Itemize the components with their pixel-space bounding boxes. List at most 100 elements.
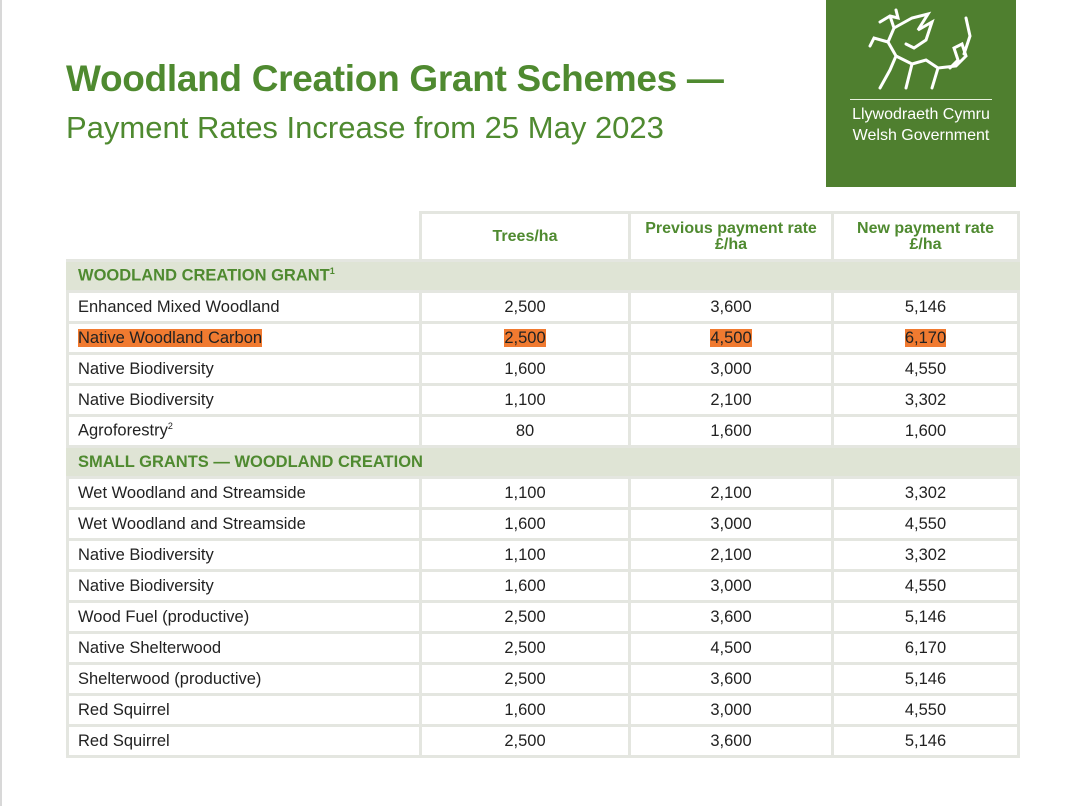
scheme-name: Native Biodiversity [78, 545, 214, 564]
prev-value: 2,100 [710, 545, 752, 564]
prev-value: 3,600 [710, 669, 752, 688]
page-subtitle: Payment Rates Increase from 25 May 2023 [66, 110, 664, 145]
scheme-name-cell: Wet Woodland and Streamside [66, 507, 422, 541]
scheme-name: Native Biodiversity [78, 390, 214, 409]
scheme-name-cell: Wood Fuel (productive) [66, 600, 422, 634]
prev-cell: 3,000 [628, 507, 834, 541]
section-header-row: SMALL GRANTS — WOODLAND CREATION [66, 445, 1020, 479]
trees-value: 1,600 [504, 359, 546, 378]
trees-value: 1,100 [504, 483, 546, 502]
trees-cell: 1,600 [419, 507, 631, 541]
prev-value: 2,100 [710, 483, 752, 502]
header-trees: Trees/ha [419, 211, 631, 262]
prev-value: 3,600 [710, 607, 752, 626]
new-cell: 5,146 [831, 724, 1020, 758]
scheme-name: Red Squirrel [78, 700, 170, 719]
scheme-name-cell: Agroforestry2 [66, 414, 422, 448]
new-value: 5,146 [904, 731, 947, 750]
table-row: Native Biodiversity 1,100 2,100 3,302 [66, 383, 1020, 417]
prev-cell: 3,000 [628, 352, 834, 386]
new-cell: 5,146 [831, 600, 1020, 634]
footnote-marker: 2 [167, 421, 173, 432]
header-blank [67, 212, 422, 262]
scheme-name: Native Shelterwood [78, 638, 222, 657]
new-cell: 4,550 [831, 352, 1020, 386]
prev-value: 2,100 [710, 390, 752, 409]
trees-value: 1,100 [504, 390, 546, 409]
prev-value: 3,000 [710, 359, 752, 378]
scheme-name-cell: Red Squirrel [66, 724, 422, 758]
trees-cell: 2,500 [419, 724, 631, 758]
trees-value: 1,600 [504, 514, 546, 533]
new-value: 5,146 [904, 669, 947, 688]
trees-value: 2,500 [504, 731, 546, 750]
trees-value: 80 [515, 421, 535, 440]
new-value: 5,146 [904, 297, 947, 316]
trees-value: 2,500 [504, 669, 546, 688]
trees-cell: 80 [419, 414, 631, 448]
new-cell: 6,170 [831, 631, 1020, 665]
table-row: Wood Fuel (productive) 2,500 3,600 5,146 [66, 600, 1020, 634]
new-cell: 5,146 [831, 662, 1020, 696]
trees-cell: 2,500 [419, 600, 631, 634]
new-value: 3,302 [904, 390, 947, 409]
footnote-marker: 1 [329, 266, 335, 277]
scheme-name: Wood Fuel (productive) [78, 607, 250, 626]
prev-cell: 3,600 [628, 724, 834, 758]
trees-value: 2,500 [504, 328, 546, 347]
prev-cell: 3,000 [628, 693, 834, 727]
scheme-name-cell: Shelterwood (productive) [66, 662, 422, 696]
new-cell: 3,302 [831, 476, 1020, 510]
trees-cell: 1,100 [419, 383, 631, 417]
scheme-name-cell: Native Biodiversity [66, 352, 422, 386]
trees-value: 1,600 [504, 700, 546, 719]
scheme-name: Enhanced Mixed Woodland [78, 297, 280, 316]
table-row: Agroforestry2 80 1,600 1,600 [66, 414, 1020, 448]
new-value: 3,302 [904, 483, 947, 502]
prev-value: 1,600 [710, 421, 752, 440]
section-title: WOODLAND CREATION GRANT1 [66, 259, 1020, 293]
prev-cell: 3,600 [628, 662, 834, 696]
new-cell: 4,550 [831, 693, 1020, 727]
prev-cell: 1,600 [628, 414, 834, 448]
table-row: Red Squirrel 2,500 3,600 5,146 [66, 724, 1020, 758]
prev-cell: 2,100 [628, 476, 834, 510]
trees-cell: 2,500 [419, 631, 631, 665]
scheme-name-cell: Wet Woodland and Streamside [66, 476, 422, 510]
trees-cell: 2,500 [419, 290, 631, 324]
section-title: SMALL GRANTS — WOODLAND CREATION [66, 445, 1020, 479]
new-value: 3,302 [904, 545, 947, 564]
new-cell: 6,170 [831, 321, 1020, 355]
table-row: Native Biodiversity 1,600 3,000 4,550 [66, 352, 1020, 386]
welsh-dragon-icon [868, 8, 972, 90]
new-value: 5,146 [904, 607, 947, 626]
table-row: Wet Woodland and Streamside 1,600 3,000 4,5… [66, 507, 1020, 541]
prev-value: 3,000 [710, 576, 752, 595]
payment-rates-table: Trees/ha Previous payment rate £/ha New … [66, 211, 1020, 758]
prev-cell: 3,600 [628, 600, 834, 634]
new-cell: 3,302 [831, 383, 1020, 417]
trees-cell: 1,600 [419, 352, 631, 386]
scheme-name: Red Squirrel [78, 731, 170, 750]
new-value: 4,550 [904, 359, 947, 378]
section-title-text: SMALL GRANTS — WOODLAND CREATION [78, 452, 423, 471]
trees-value: 1,100 [504, 545, 546, 564]
trees-value: 2,500 [504, 607, 546, 626]
logo-english-name: Welsh Government [852, 127, 990, 144]
prev-cell: 4,500 [628, 631, 834, 665]
prev-value: 4,500 [710, 328, 752, 347]
scheme-name-cell: Native Woodland Carbon [66, 321, 422, 355]
scheme-name: Shelterwood (productive) [78, 669, 262, 688]
trees-cell: 1,100 [419, 538, 631, 572]
trees-cell: 2,500 [419, 321, 631, 355]
prev-value: 4,500 [710, 638, 752, 657]
table-row: Wet Woodland and Streamside 1,100 2,100 3,3… [66, 476, 1020, 510]
page-edge [0, 0, 2, 806]
scheme-name: Native Biodiversity [78, 359, 214, 378]
table-row: Native Biodiversity 1,100 2,100 3,302 [66, 538, 1020, 572]
new-cell: 3,302 [831, 538, 1020, 572]
new-cell: 4,550 [831, 507, 1020, 541]
logo-welsh-name: Llywodraeth Cymru [852, 106, 990, 123]
prev-cell: 4,500 [628, 321, 834, 355]
scheme-name-cell: Native Shelterwood [66, 631, 422, 665]
